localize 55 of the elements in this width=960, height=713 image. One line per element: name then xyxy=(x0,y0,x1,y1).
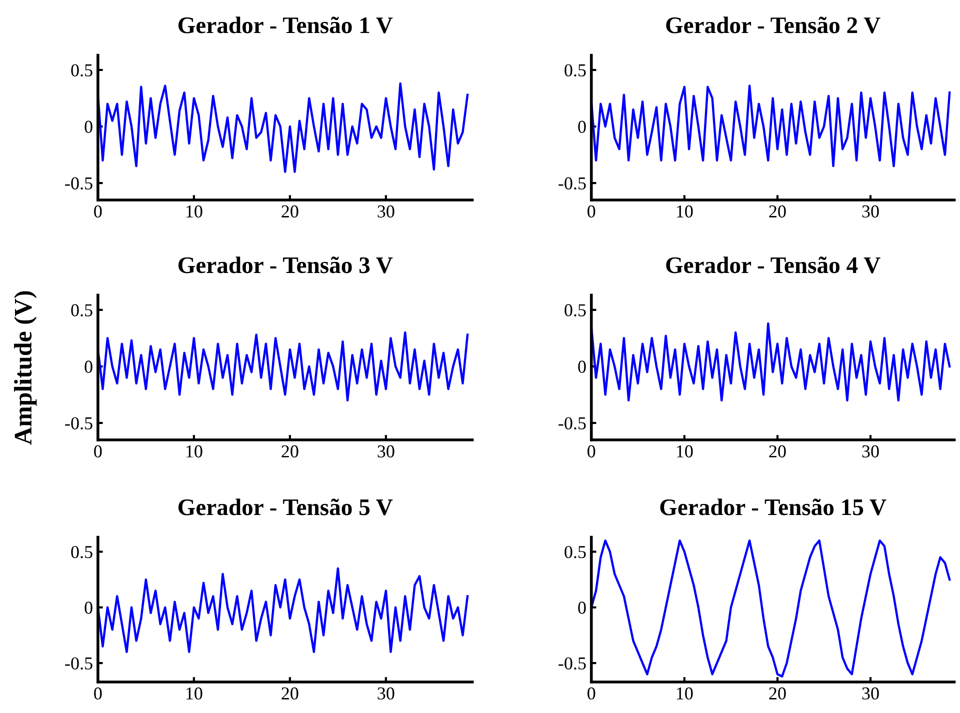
x-tick-label: 20 xyxy=(769,445,786,458)
x-tick-label: 20 xyxy=(282,687,298,700)
line-series xyxy=(98,567,469,654)
y-tick-label: 0 xyxy=(84,602,92,614)
y-tick-label: -0.5 xyxy=(558,657,586,670)
x-tick-label: 30 xyxy=(378,205,394,218)
y-tick-label: 0.5 xyxy=(71,64,92,76)
x-tick-label: 20 xyxy=(282,205,298,218)
y-tick-label: 0 xyxy=(578,120,586,133)
x-tick-label: 20 xyxy=(282,445,298,458)
x-tick-label: 30 xyxy=(378,445,394,458)
line-series xyxy=(98,331,469,402)
x-tick-label: 30 xyxy=(862,687,879,700)
y-tick-label: -0.5 xyxy=(558,417,586,430)
line-series xyxy=(591,539,951,678)
x-tick-label: 10 xyxy=(676,687,693,700)
chart-title: Gerador - Tensão 15 V xyxy=(660,498,886,516)
line-series xyxy=(98,82,469,173)
x-tick-label: 30 xyxy=(862,205,879,218)
x-tick-label: 20 xyxy=(769,687,786,700)
y-tick-label: 0.5 xyxy=(564,64,586,76)
y-tick-label: 0 xyxy=(84,120,92,133)
line-series xyxy=(591,322,951,402)
x-tick-label: 10 xyxy=(186,445,202,458)
y-axis-title: Amplitude (V) xyxy=(14,291,37,445)
x-tick-label: 0 xyxy=(94,205,102,218)
x-tick-label: 10 xyxy=(186,687,202,700)
x-tick-label: 0 xyxy=(94,445,102,458)
x-tick-label: 30 xyxy=(862,445,879,458)
chart-title: Gerador - Tensão 2 V xyxy=(666,16,880,34)
x-tick-label: 10 xyxy=(676,445,693,458)
x-tick-label: 0 xyxy=(588,205,596,218)
y-tick-label: -0.5 xyxy=(65,417,92,430)
chart-title: Gerador - Tensão 3 V xyxy=(178,256,393,274)
x-tick-label: 10 xyxy=(676,205,693,218)
y-tick-label: 0 xyxy=(578,602,586,614)
x-tick-label: 30 xyxy=(378,687,394,700)
y-tick-label: 0 xyxy=(578,360,586,373)
y-tick-label: -0.5 xyxy=(558,177,586,190)
chart-title: Gerador - Tensão 1 V xyxy=(178,16,393,34)
y-tick-label: 0.5 xyxy=(564,546,586,558)
x-tick-label: 0 xyxy=(588,445,596,458)
y-tick-label: 0.5 xyxy=(71,546,92,558)
y-tick-label: 0 xyxy=(84,360,92,373)
chart-title: Gerador - Tensão 4 V xyxy=(666,256,880,274)
chart-title: Gerador - Tensão 5 V xyxy=(178,498,393,516)
y-tick-label: -0.5 xyxy=(65,657,92,670)
y-tick-label: 0.5 xyxy=(564,304,586,316)
x-tick-label: 0 xyxy=(94,687,102,700)
y-tick-label: 0.5 xyxy=(71,304,92,316)
y-tick-label: -0.5 xyxy=(65,177,92,190)
x-tick-label: 0 xyxy=(588,687,596,700)
x-tick-label: 20 xyxy=(769,205,786,218)
line-series xyxy=(591,84,951,168)
x-tick-label: 10 xyxy=(186,205,202,218)
